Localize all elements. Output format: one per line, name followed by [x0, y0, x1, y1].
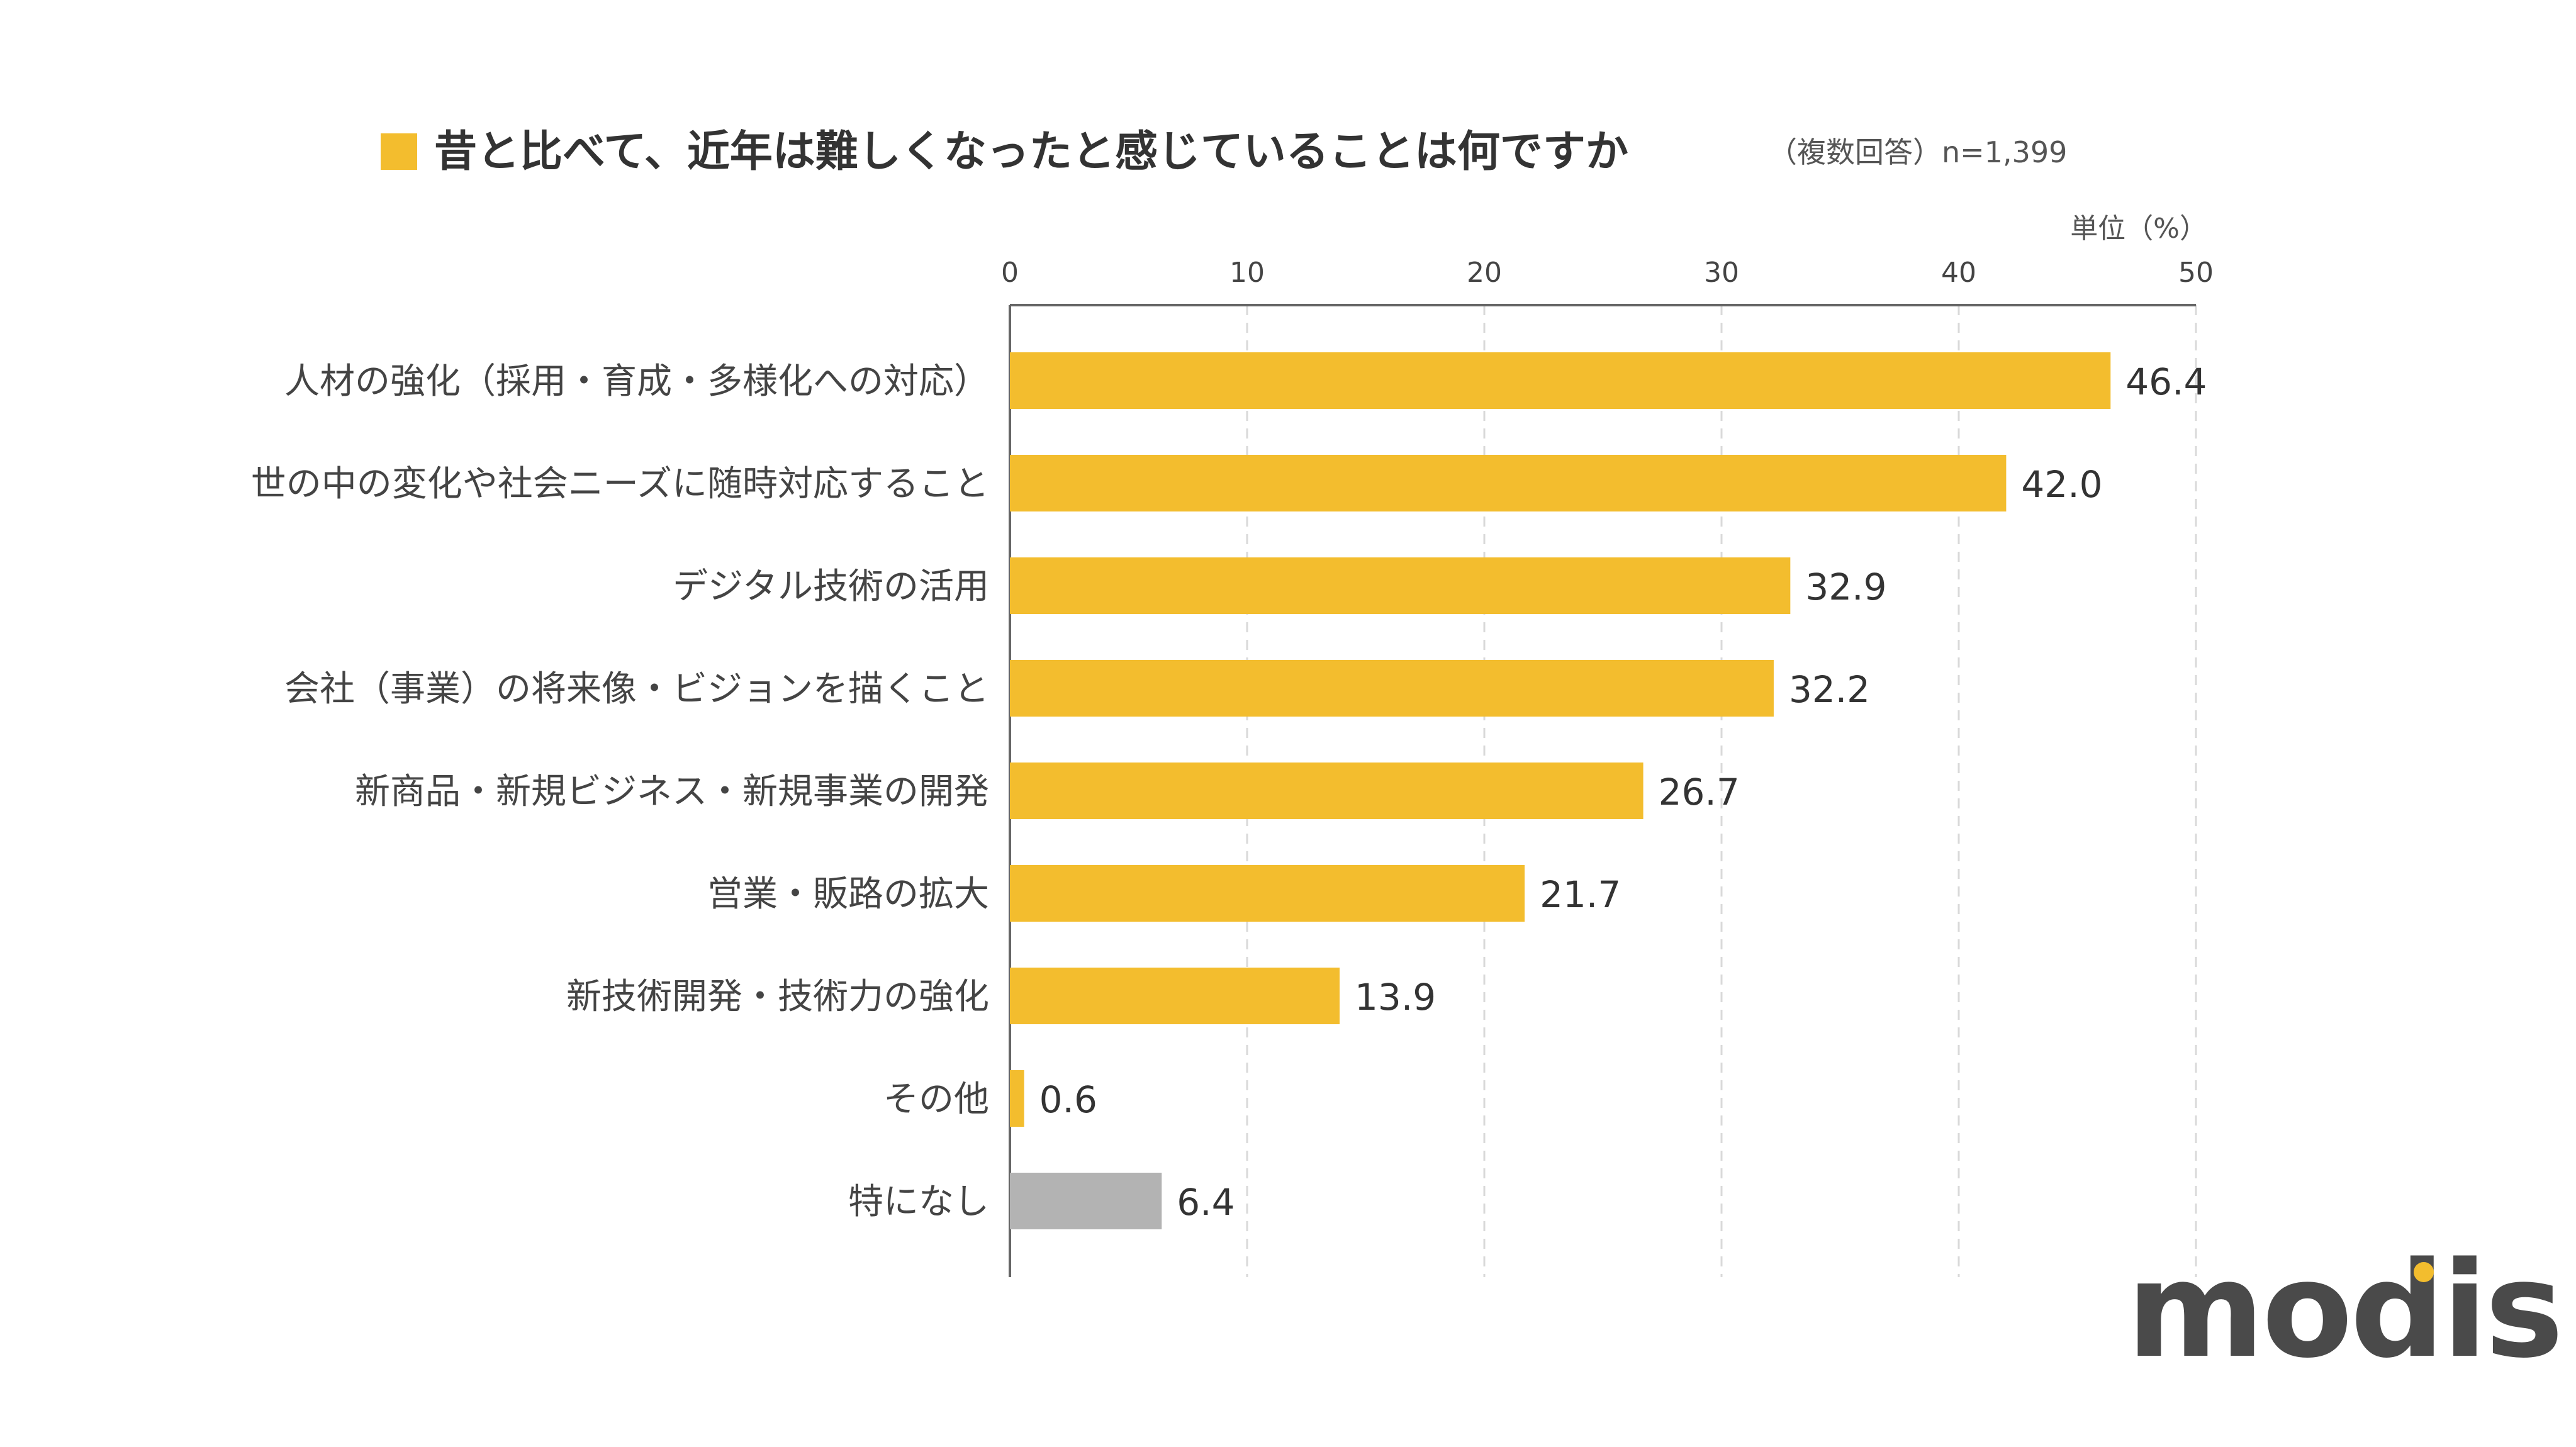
x-tick-label: 40 — [1941, 257, 1976, 289]
bar — [1010, 1173, 1162, 1229]
value-label: 13.9 — [1355, 976, 1436, 1019]
chart-title: 昔と比べて、近年は難しくなったと感じていることは何ですか — [434, 127, 1628, 177]
bar — [1010, 352, 2111, 409]
x-tick-label: 10 — [1229, 257, 1265, 289]
bar — [1010, 763, 1644, 819]
category-label: デジタル技術の活用 — [673, 566, 989, 607]
value-label: 0.6 — [1039, 1078, 1097, 1121]
x-tick-label: 20 — [1467, 257, 1502, 289]
bar — [1010, 1070, 1024, 1127]
bar — [1010, 557, 1791, 614]
category-label: 特になし — [848, 1182, 989, 1222]
x-axis-ticks: 0 10 20 30 40 50 — [1001, 257, 2214, 289]
bar — [1010, 660, 1774, 717]
value-label: 6.4 — [1177, 1181, 1235, 1224]
bar — [1010, 455, 2007, 511]
x-tick-label: 50 — [2178, 257, 2214, 289]
category-label: 新商品・新規ビジネス・新規事業の開発 — [355, 771, 989, 812]
logo-dot — [2414, 1262, 2434, 1282]
value-label: 32.9 — [1805, 566, 1886, 608]
category-labels: 人材の強化（採用・育成・多様化への対応） 世の中の変化や社会ニーズに随時対応するこ… — [251, 361, 989, 1222]
bar — [1010, 865, 1525, 922]
category-label: 営業・販路の拡大 — [707, 874, 989, 915]
modis-logo: modis — [2127, 1233, 2563, 1387]
value-labels: 46.4 42.0 32.9 32.2 26.7 21.7 13.9 0.6 6.4 — [1039, 360, 2207, 1224]
category-label: 新技術開発・技術力の強化 — [566, 976, 989, 1017]
x-tick-label: 0 — [1001, 257, 1019, 289]
logo-wordmark: modis — [2127, 1233, 2561, 1387]
category-label: 世の中の変化や社会ニーズに随時対応すること — [251, 464, 989, 505]
bars — [1010, 352, 2111, 1229]
category-label: 会社（事業）の将来像・ビジョンを描くこと — [284, 669, 989, 710]
unit-label: 単位（%） — [2070, 213, 2207, 245]
bar — [1010, 968, 1340, 1024]
category-label: 人材の強化（採用・育成・多様化への対応） — [284, 361, 989, 402]
value-label: 32.2 — [1789, 668, 1870, 711]
x-tick-label: 30 — [1704, 257, 1739, 289]
value-label: 46.4 — [2125, 360, 2207, 403]
value-label: 21.7 — [1540, 873, 1621, 916]
value-label: 26.7 — [1659, 771, 1740, 813]
value-label: 42.0 — [2021, 463, 2102, 506]
title-legend-swatch — [381, 133, 417, 170]
category-label: その他 — [883, 1079, 989, 1120]
chart-header: 昔と比べて、近年は難しくなったと感じていることは何ですか （複数回答）n=1,3… — [381, 127, 2207, 245]
chart-note: （複数回答）n=1,399 — [1768, 135, 2067, 169]
